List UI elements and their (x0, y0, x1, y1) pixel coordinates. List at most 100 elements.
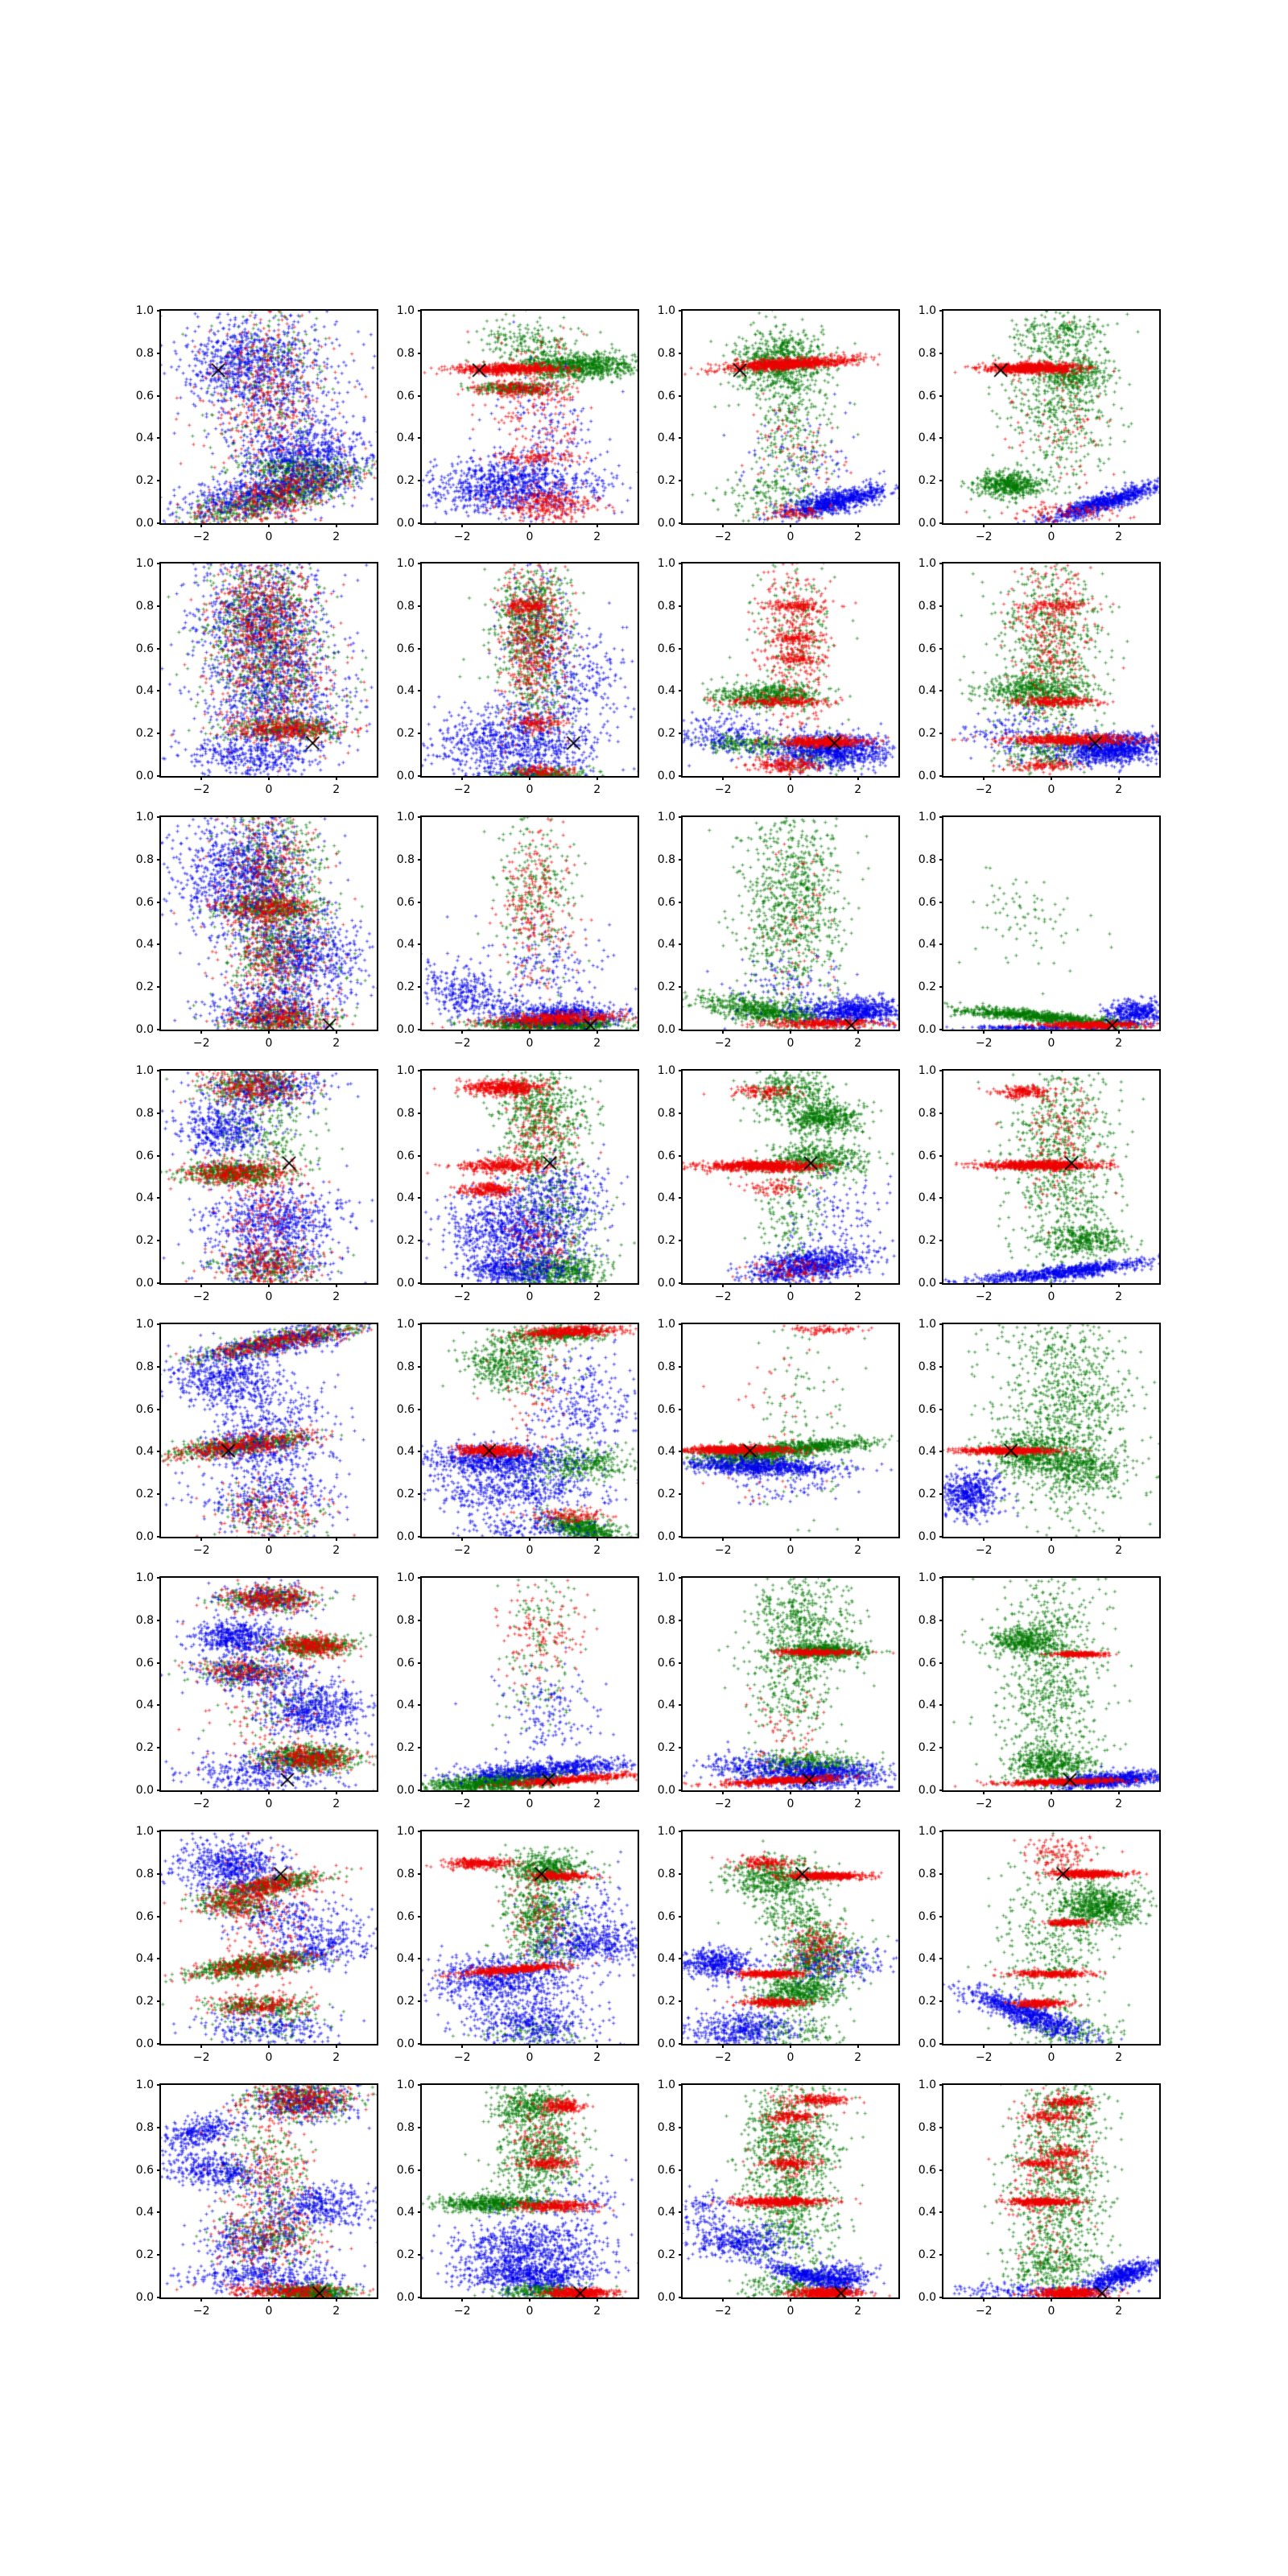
y-tick-label: 0.6 (396, 1402, 415, 1416)
scatter-canvas-r3-c0 (161, 1071, 377, 1283)
x-tick-mark (596, 2044, 598, 2048)
y-tick-mark (418, 2043, 422, 2045)
y-tick-mark (418, 647, 422, 650)
x-tick-mark (1051, 1283, 1052, 1287)
y-tick-mark (679, 1872, 683, 1875)
y-tick-mark (939, 1282, 943, 1284)
y-tick-mark (157, 1365, 161, 1368)
y-tick-label: 0.2 (918, 474, 936, 488)
y-tick-label: 0.6 (918, 1656, 936, 1670)
y-tick-label: 0.6 (918, 642, 936, 655)
subplot-r0-c2: −2 0 2 1.0 0.8 0.6 0.4 0.2 0.0 (658, 305, 900, 543)
x-tick-mark (1117, 2044, 1120, 2048)
x-tick-label: 2 (854, 2051, 862, 2064)
y-tick-mark (939, 1872, 943, 1875)
subplot-r3-c1: −2 0 2 1.0 0.8 0.6 0.4 0.2 0.0 (397, 1065, 639, 1302)
x-tick-label: 0 (786, 1037, 795, 1050)
y-tick-label: 0.4 (396, 431, 415, 445)
x-tick-label: 0 (1047, 783, 1055, 796)
subplot-r2-c1: −2 0 2 1.0 0.8 0.6 0.4 0.2 0.0 (397, 811, 639, 1049)
x-tick-mark (857, 523, 859, 527)
y-tick-mark (157, 1831, 161, 1832)
y-tick-label: 0.0 (918, 517, 936, 530)
x-tick-mark (1117, 1537, 1120, 1541)
x-tick-mark (200, 1030, 203, 1034)
x-tick-label: −2 (453, 2051, 471, 2064)
y-tick-mark (418, 1323, 422, 1325)
y-tick-label: 0.6 (918, 1149, 936, 1162)
y-tick-mark (418, 1831, 422, 1832)
y-tick-label: 0.6 (657, 895, 675, 909)
y-tick-label: 0.0 (135, 1023, 154, 1036)
y-tick-label: 0.8 (918, 1360, 936, 1373)
y-tick-mark (939, 858, 943, 861)
x-tick-label: 2 (1115, 783, 1123, 796)
y-tick-mark (679, 1029, 683, 1030)
y-tick-label: 0.6 (657, 642, 675, 655)
y-tick-mark (939, 480, 943, 482)
y-tick-label: 0.0 (396, 770, 415, 782)
y-tick-label: 0.4 (918, 684, 936, 698)
y-tick-mark (679, 1662, 683, 1664)
subplot-r1-c3: −2 0 2 1.0 0.8 0.6 0.4 0.2 0.0 (919, 558, 1161, 795)
x-tick-mark (529, 2044, 530, 2048)
y-tick-label: 0.2 (396, 1741, 415, 1755)
scatter-canvas-r6-c3 (943, 1831, 1159, 2044)
subplot-r1-c1: −2 0 2 1.0 0.8 0.6 0.4 0.2 0.0 (397, 558, 639, 795)
y-tick-label: 0.0 (135, 2037, 154, 2050)
x-tick-mark (983, 1030, 985, 1034)
y-tick-mark (939, 1577, 943, 1579)
y-tick-mark (157, 1493, 161, 1496)
scatter-canvas-r5-c1 (422, 1578, 638, 1790)
y-tick-mark (418, 2084, 422, 2086)
y-tick-mark (939, 1408, 943, 1410)
y-tick-mark (157, 2000, 161, 2003)
y-tick-label: 0.0 (135, 1784, 154, 1797)
x-tick-label: −2 (975, 2051, 993, 2064)
y-tick-label: 0.8 (918, 1106, 936, 1120)
y-tick-label: 0.2 (657, 1234, 675, 1248)
y-tick-mark (418, 310, 422, 312)
x-tick-mark (790, 2297, 791, 2301)
y-tick-mark (679, 522, 683, 524)
x-tick-label: 2 (854, 530, 862, 543)
y-tick-label: 0.0 (135, 770, 154, 782)
y-tick-mark (418, 1282, 422, 1284)
y-tick-mark (679, 1323, 683, 1325)
y-tick-label: 0.2 (396, 727, 415, 741)
x-tick-label: −2 (714, 2305, 732, 2318)
subplot-r3-c2: −2 0 2 1.0 0.8 0.6 0.4 0.2 0.0 (658, 1065, 900, 1302)
x-tick-label: 0 (265, 1798, 273, 1810)
y-tick-mark (157, 858, 161, 861)
y-tick-label: 0.6 (396, 895, 415, 909)
y-tick-label: 1.0 (918, 1318, 936, 1331)
y-tick-mark (939, 437, 943, 440)
x-tick-label: 2 (332, 783, 341, 796)
y-tick-label: 0.2 (135, 1741, 154, 1755)
y-tick-label: 0.0 (396, 1784, 415, 1797)
y-tick-mark (418, 1070, 422, 1071)
x-tick-label: −2 (453, 1798, 471, 1810)
y-tick-mark (939, 901, 943, 903)
x-tick-label: 2 (854, 1037, 862, 1050)
x-tick-label: 0 (786, 2305, 795, 2318)
subplot-r6-c1: −2 0 2 1.0 0.8 0.6 0.4 0.2 0.0 (397, 1826, 639, 2063)
x-tick-label: 2 (854, 1544, 862, 1557)
scatter-canvas-r4-c2 (683, 1324, 898, 1537)
y-tick-label: 0.8 (135, 1360, 154, 1373)
x-tick-mark (1051, 1537, 1052, 1541)
y-tick-mark (679, 986, 683, 989)
x-tick-label: 0 (1047, 530, 1055, 543)
y-tick-mark (157, 1154, 161, 1157)
y-tick-mark (157, 1915, 161, 1918)
y-tick-mark (939, 1958, 943, 1960)
y-tick-label: 0.4 (396, 938, 415, 952)
x-tick-mark (200, 1537, 203, 1541)
y-tick-label: 0.2 (396, 1488, 415, 1501)
y-tick-mark (157, 352, 161, 354)
x-tick-mark (268, 2044, 270, 2048)
y-tick-mark (418, 1408, 422, 1410)
y-tick-mark (679, 1536, 683, 1538)
x-tick-mark (335, 523, 337, 527)
x-tick-mark (200, 1283, 203, 1287)
